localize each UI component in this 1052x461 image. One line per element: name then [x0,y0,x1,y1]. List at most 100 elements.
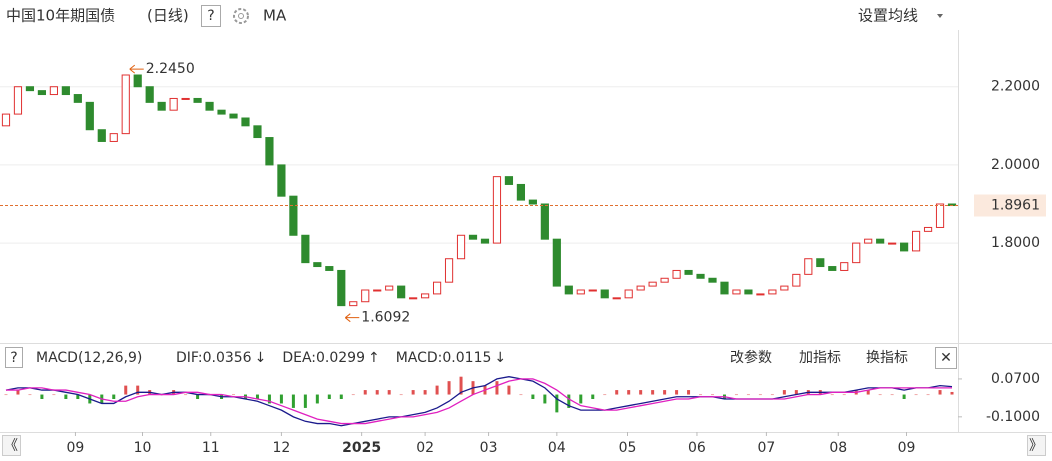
candle-body [1,113,11,127]
macd-bar [914,394,918,396]
candle-body [193,97,202,103]
candle-body [133,74,142,88]
candle-body [409,297,418,300]
instrument-title: 中国10年期国债 [6,7,115,25]
macd-bar [232,394,236,396]
x-tick-label: 08 [829,440,847,456]
candle-body [911,230,921,252]
scroll-left-icon[interactable]: 《 [4,438,18,454]
candle-body [852,242,861,264]
candle-body [313,262,322,268]
candle-body [636,285,645,291]
macd-bar [279,394,283,404]
candle-body [456,234,466,260]
macd-line [5,378,953,425]
candle-body [157,101,166,111]
macd-bar [339,394,343,399]
scroll-right[interactable] [1027,435,1046,456]
legend-trend: ↑ [368,350,380,366]
macd-bar [423,390,427,395]
indicator-button[interactable]: 加指标 [799,350,841,366]
macd-bar [327,394,331,399]
macd-bar [651,390,655,395]
scroll-left[interactable] [2,435,21,456]
macd-bar [543,394,547,404]
x-tick-label: 04 [548,440,566,456]
candle-body [217,109,226,115]
candle-body [492,176,502,244]
macd-bar [64,394,68,399]
candle-body [421,293,430,299]
macd-bar [495,381,499,395]
indicator-button[interactable]: 换指标 [866,349,908,366]
macd-bar [124,385,128,395]
candle-body [816,258,825,268]
macd-bar [267,394,271,404]
candle-body [73,94,82,103]
legend-entry: DEA:0.0299 [282,350,365,366]
candle-body [756,293,765,296]
candle-body [109,133,118,142]
macd-bar [603,394,607,396]
last-price-label: 1.8961 [991,198,1040,214]
candle-body [768,289,777,295]
legend-entry: DIF:0.0356 [176,350,252,366]
annotation-arrow [129,64,144,74]
macd-bar [902,394,906,399]
macd-bar [303,394,307,408]
candle-body [588,289,597,292]
y-tick-label: 0.0700 [991,371,1040,387]
close-button[interactable]: ✕ [940,350,952,366]
macd-bar [136,385,140,395]
candle-body [397,285,406,299]
macd-bar [387,390,391,395]
candle-body [624,289,633,299]
y-tick-label: 2.0000 [991,157,1040,173]
ma-label[interactable]: MA [263,7,287,25]
candle-body [684,269,693,275]
macd-bar [447,381,451,395]
scroll-right-icon[interactable]: 》 [1029,438,1043,454]
close-box[interactable] [935,347,957,369]
macd-bar [579,394,583,404]
candle-body [840,262,849,271]
help-box[interactable] [201,5,221,27]
indicator-button[interactable]: 改参数 [730,349,772,366]
help-icon[interactable]: ? [207,8,214,24]
candle-body [277,164,286,197]
macd-bar [375,390,379,395]
candle-body [528,199,537,205]
last-price-box [974,194,1046,217]
candle-body [37,90,47,96]
period[interactable]: (日线) [147,7,189,25]
dropdown-arrow[interactable] [937,14,943,18]
macd-bar [890,394,894,396]
ma-settings[interactable]: 设置均线 [858,7,918,25]
candle-body [612,297,621,300]
legend-entry: MACD:0.0115 [396,350,492,366]
candle-body [205,101,214,111]
x-tick-label: 05 [619,440,637,456]
candle-body [373,289,382,292]
candle-body [720,281,729,295]
macd-help[interactable]: ? [10,350,17,366]
annotation-label: 2.2450 [146,61,195,77]
candle-body [49,86,58,96]
candle-body [732,289,741,295]
macd-bar [76,394,80,399]
macd-bar [555,394,559,413]
macd-bar [52,394,56,396]
macd-help-box[interactable] [5,347,23,368]
annotation-arrow [344,313,360,323]
settings-icon[interactable] [233,8,249,24]
legend-trend: ↓ [255,350,267,366]
macd-bar [4,394,8,396]
y-tick-label: 2.2000 [991,79,1040,95]
candle-body [289,195,298,236]
macd-bar [411,390,415,395]
candle-body [349,301,358,307]
candle-body [900,242,909,252]
macd-bar [711,394,715,396]
macd-bar [794,390,798,395]
